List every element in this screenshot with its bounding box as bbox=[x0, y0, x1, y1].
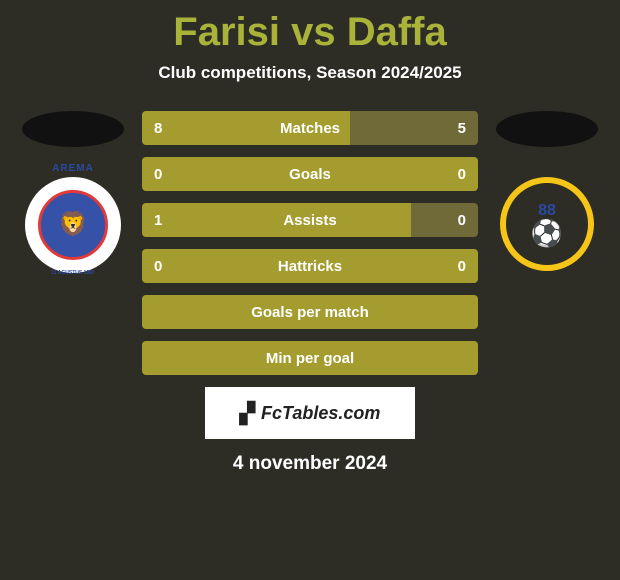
subtitle: Club competitions, Season 2024/2025 bbox=[158, 63, 461, 83]
stat-bar-matches: 8Matches5 bbox=[142, 111, 478, 145]
left-player-silhouette bbox=[22, 111, 124, 147]
right-side: 88 ⚽ bbox=[496, 111, 598, 271]
ball-icon: ⚽ bbox=[531, 220, 563, 246]
stat-value-right: 0 bbox=[458, 166, 466, 183]
page-title: Farisi vs Daffa bbox=[173, 10, 446, 55]
left-club-name: AREMA bbox=[52, 163, 94, 174]
stat-bars: 8Matches5 0 Goals 0 1Assists0 0 Hattricks 0 Goal… bbox=[142, 111, 478, 375]
stat-label: Goals per match bbox=[251, 304, 369, 321]
comparison-container: AREMA 🦁 11 AGUSTUS 1987 8Matches50Goals0… bbox=[0, 111, 620, 375]
stat-value-left: 0 bbox=[154, 166, 162, 183]
left-club-inner: 🦁 bbox=[38, 190, 108, 260]
right-player-silhouette bbox=[496, 111, 598, 147]
right-club-logo: 88 ⚽ bbox=[500, 177, 594, 271]
watermark-text: FcTables.com bbox=[261, 403, 380, 424]
left-club-logo: AREMA 🦁 11 AGUSTUS 1987 bbox=[25, 177, 121, 273]
title-left: Farisi vs Daffa bbox=[173, 10, 446, 54]
stat-segment-left bbox=[142, 203, 411, 237]
stat-segment-left bbox=[142, 111, 350, 145]
left-side: AREMA 🦁 11 AGUSTUS 1987 bbox=[22, 111, 124, 273]
stat-bar-min-per-goal: Min per goal bbox=[142, 341, 478, 375]
lion-icon: 🦁 bbox=[58, 213, 88, 237]
left-club-founded: 11 AGUSTUS 1987 bbox=[51, 270, 94, 276]
footer-date: 4 november 2024 bbox=[233, 453, 387, 475]
stat-bar-assists: 1Assists0 bbox=[142, 203, 478, 237]
stat-segment-right bbox=[411, 203, 478, 237]
stat-segment-right bbox=[350, 111, 478, 145]
stat-bar-goals-per-match: Goals per match bbox=[142, 295, 478, 329]
stat-bar-hattricks: 0 Hattricks 0 bbox=[142, 249, 478, 283]
watermark: ▞ FcTables.com bbox=[205, 387, 415, 439]
chart-icon: ▞ bbox=[240, 401, 255, 426]
stat-label: Hattricks bbox=[278, 258, 342, 275]
stat-label: Goals bbox=[289, 166, 331, 183]
stat-bar-goals: 0 Goals 0 bbox=[142, 157, 478, 191]
stat-value-left: 0 bbox=[154, 258, 162, 275]
stat-value-right: 0 bbox=[458, 258, 466, 275]
stat-label: Min per goal bbox=[266, 350, 354, 367]
